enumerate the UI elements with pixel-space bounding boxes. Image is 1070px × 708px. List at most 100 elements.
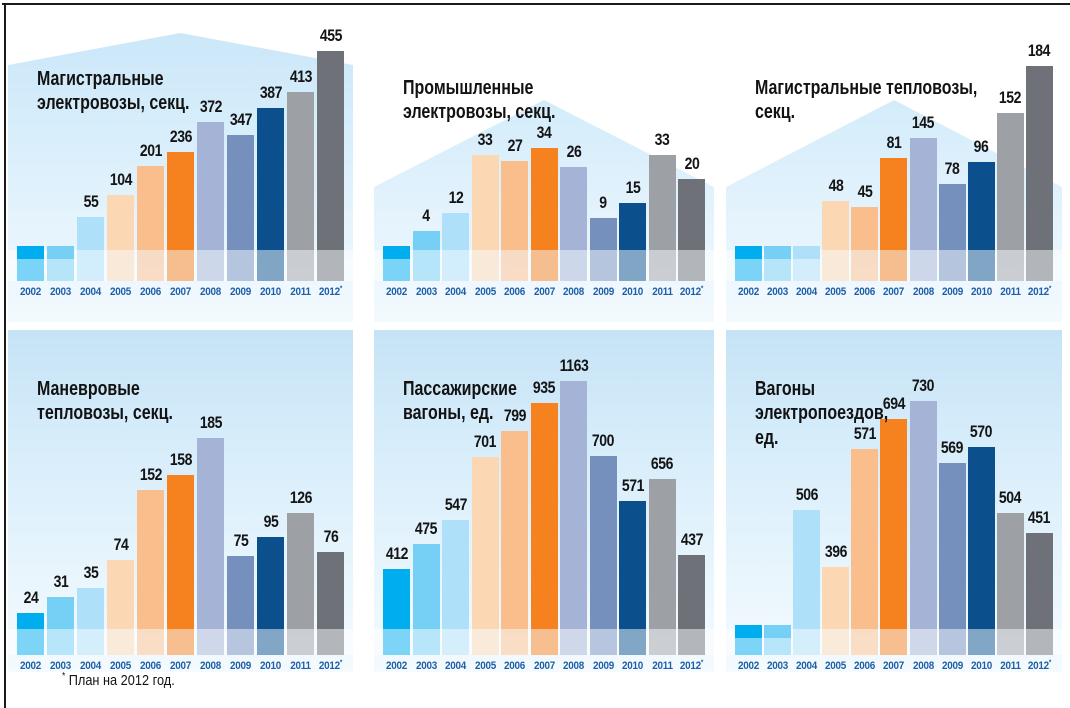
bar-2008: [197, 122, 224, 250]
value-label: 75: [233, 532, 248, 550]
plan-asterisk: *: [339, 659, 343, 667]
value-label: 571: [853, 425, 877, 443]
chart-title-line: электровозы, секц.: [37, 92, 190, 115]
chart-title-line: Маневровые: [37, 378, 140, 400]
bar-2006: [501, 161, 528, 250]
value-label: 95: [263, 513, 278, 531]
year-label: 2010: [622, 286, 643, 298]
chart-title-line: электровозы, секц.: [403, 101, 556, 124]
bar-reflection: [167, 250, 194, 281]
bar-2011: [648, 155, 676, 250]
value-label: 152: [999, 89, 1022, 107]
value-label: 372: [199, 98, 222, 116]
value-label: 412: [385, 545, 408, 563]
bar-column-2002: [735, 33, 762, 281]
chart-title-line: Магистральные: [37, 68, 164, 90]
bar-column-2008: 1163: [559, 330, 588, 655]
bar-reflection: [648, 250, 676, 281]
bar-reflection: [851, 629, 879, 655]
bar-2012: [317, 552, 344, 629]
year-label: 2009: [592, 660, 614, 672]
value-label: 55: [83, 193, 98, 211]
bar-2007: [880, 419, 908, 629]
bar-reflection: [619, 250, 646, 281]
chart-panel-industrial-electric-locomotives: 4 12 33 27 34 26 9 15 33 20 Промышленные электрово…: [374, 33, 714, 322]
year-label: 2003: [415, 286, 437, 298]
bar-column-2003: 31: [47, 330, 74, 655]
bar-column-2010: 96: [967, 33, 995, 281]
year-label: 2003: [50, 660, 71, 672]
bar-reflection: [107, 629, 134, 655]
bar-reflection: [560, 629, 587, 655]
bar-reflection: [471, 629, 499, 655]
year-label: 2005: [110, 660, 131, 672]
bar-reflection: [287, 629, 314, 655]
value-label: 396: [824, 543, 848, 561]
bar-column-2012: 437: [678, 330, 705, 655]
bar-reflection: [822, 250, 850, 281]
bar-2011: [648, 479, 676, 629]
chart-title: Промышленные электровозы, секц.: [403, 76, 555, 125]
bar-reflection: [107, 250, 134, 281]
bars-area: 4 12 33 27 34 26 9 15 33 20: [383, 33, 705, 281]
value-label: 437: [680, 531, 703, 549]
bar-column-2008: 145: [909, 33, 937, 281]
chart-title: Магистральные тепловозы, секц.: [755, 76, 977, 125]
chart-title-line: Пассажирские: [403, 378, 517, 400]
year-label: 2006: [854, 286, 876, 298]
bar-2005: [107, 195, 134, 250]
year-label: 2012*: [679, 285, 704, 298]
year-label: 2009: [941, 660, 963, 672]
chart-title: Маневровые тепловозы, секц.: [37, 377, 173, 426]
value-label: 1163: [559, 357, 588, 375]
plan-asterisk: *: [700, 285, 704, 293]
year-label: 2008: [912, 286, 934, 298]
year-label: 2009: [941, 286, 963, 298]
bar-column-2011: 126: [287, 330, 314, 655]
year-label: 2007: [170, 286, 191, 298]
bar-2011: [287, 92, 314, 250]
bar-2004: [442, 520, 469, 629]
year-label: 2009: [592, 286, 614, 298]
bar-reflection: [909, 629, 937, 655]
value-label: 48: [828, 177, 844, 195]
bar-2002: [735, 246, 762, 259]
bar-column-2004: [793, 33, 821, 281]
value-label: 126: [289, 489, 312, 507]
bar-column-2006: 799: [501, 330, 528, 655]
chart-title-line: Магистральные тепловозы,: [755, 77, 978, 99]
chart-title-line: Вагоны: [755, 378, 816, 400]
value-label: 15: [625, 179, 640, 197]
year-label: 2004: [80, 286, 101, 298]
bar-column-2005: 33: [471, 33, 499, 281]
bar-reflection: [678, 250, 705, 281]
value-label: 27: [507, 137, 522, 155]
bar-column-2003: 4: [412, 33, 440, 281]
bar-column-2002: [17, 33, 44, 281]
year-axis: 2002 2003 2004 2005 2006 2007 2008 2009 2010 2011…: [17, 659, 344, 672]
bar-column-2003: [764, 330, 792, 655]
year-label: 2004: [445, 286, 466, 298]
bar-reflection: [822, 629, 850, 655]
bar-2008: [560, 167, 587, 250]
bar-column-2006: 201: [137, 33, 164, 281]
year-label: 2003: [767, 660, 789, 672]
bar-column-2002: [383, 33, 410, 281]
bar-reflection: [77, 250, 104, 281]
bar-column-2009: 78: [938, 33, 966, 281]
bar-reflection: [996, 629, 1024, 655]
bar-column-2009: 347: [227, 33, 254, 281]
bar-reflection: [530, 629, 558, 655]
bar-column-2002: 412: [383, 330, 410, 655]
bar-column-2009: 9: [589, 33, 617, 281]
value-label: 700: [591, 432, 615, 450]
bar-column-2005: 74: [107, 330, 134, 655]
year-label: 2004: [796, 286, 818, 298]
bar-reflection: [197, 250, 224, 281]
bar-reflection: [317, 250, 344, 281]
chart-title: Вагоны электропоездов, ед.: [755, 377, 888, 450]
bar-2003: [412, 231, 440, 250]
bar-2002: [383, 569, 410, 629]
year-label: 2003: [50, 286, 71, 298]
year-axis: 2002 2003 2004 2005 2006 2007 2008 2009 2010 2011…: [383, 285, 705, 298]
